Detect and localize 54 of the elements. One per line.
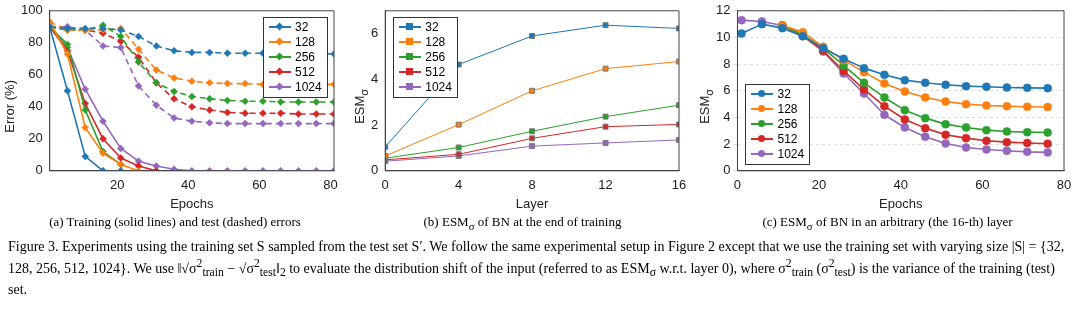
legend-label: 1024 <box>425 79 452 95</box>
legend-label: 128 <box>425 34 446 50</box>
legend-label: 512 <box>295 64 316 80</box>
text: (c) ESM$_{σ}$ of BN in an arbitrary (the 16-th) layer <box>762 214 1013 232</box>
x-axis-title: Epochs <box>170 195 215 211</box>
x-axis-title: Epochs <box>879 195 923 211</box>
legend-label: 32 <box>295 19 309 35</box>
y-tick-label: 4 <box>371 70 379 86</box>
x-tick-label: 8 <box>528 177 536 193</box>
y-tick-label: 10 <box>715 29 731 45</box>
legend-label: 32 <box>425 19 439 35</box>
text: Figure 3. Experiments using the training set S sampled from the test set S′. We follow the same experimental setup in Figure 2 except that we use the training set with varying size |S| = {32, 128, 256, 512, 1024}. We use ‖√σ$^{2}$$_{train}$ − √σ$^{2}$$_{test}$‖$_{2}$ to evaluate the distribution shift of the input (referred to as ESM$_{σ}$ w.r.t. layer 0), where σ$^{2}$$_{train}$ (σ$^{2}$$_{test}$) is the variance of the training (test) set. <box>8 239 1065 298</box>
legend-label: 1024 <box>295 79 322 95</box>
legend-label: 512 <box>425 64 446 80</box>
y-tick-label: 6 <box>371 25 379 41</box>
legend-label: 256 <box>777 116 798 132</box>
x-tick-label: 40 <box>181 177 196 193</box>
legend-label: 32 <box>777 86 791 102</box>
x-tick-label: 80 <box>1056 177 1072 193</box>
y-tick-label: 0 <box>371 162 379 178</box>
legend-label: 128 <box>777 101 798 117</box>
y-tick-label: 100 <box>20 2 43 18</box>
y-tick-label: 2 <box>371 116 379 132</box>
x-tick-label: 20 <box>109 177 125 193</box>
x-tick-label: 60 <box>252 177 267 193</box>
legend-label: 1024 <box>777 146 805 162</box>
x-tick-label: 0 <box>381 177 389 193</box>
text: (b) ESM$_{σ}$ of BN at the end of training <box>423 214 622 232</box>
y-tick-label: 40 <box>28 98 43 114</box>
y-tick-label: 8 <box>723 55 731 71</box>
legend-label: 256 <box>295 49 316 65</box>
legend-label: 512 <box>777 131 798 147</box>
x-tick-label: 80 <box>323 177 338 193</box>
x-tick-label: 40 <box>893 177 908 193</box>
x-tick-label: 4 <box>455 177 463 193</box>
y-tick-label: 6 <box>723 82 731 98</box>
y-tick-label: 0 <box>35 162 43 178</box>
x-tick-label: 0 <box>733 177 742 193</box>
x-tick-label: 60 <box>975 177 990 193</box>
text: (a) Training (solid lines) and test (dashed) errors <box>49 214 301 230</box>
y-tick-label: 4 <box>723 109 731 125</box>
y-tick-label: 80 <box>28 34 43 50</box>
x-tick-label: 12 <box>598 177 613 193</box>
y-tick-label: 2 <box>723 135 731 151</box>
y-tick-label: 0 <box>723 162 731 178</box>
y-tick-label: 12 <box>715 2 731 18</box>
legend-label: 128 <box>295 34 316 50</box>
x-axis-title: Layer <box>515 195 550 211</box>
y-tick-label: 20 <box>28 130 43 146</box>
legend-label: 256 <box>425 49 446 65</box>
x-tick-label: 16 <box>671 177 687 193</box>
x-tick-label: 20 <box>811 177 827 193</box>
y-axis-title: Error (%) <box>2 79 18 133</box>
y-tick-label: 60 <box>28 66 43 82</box>
